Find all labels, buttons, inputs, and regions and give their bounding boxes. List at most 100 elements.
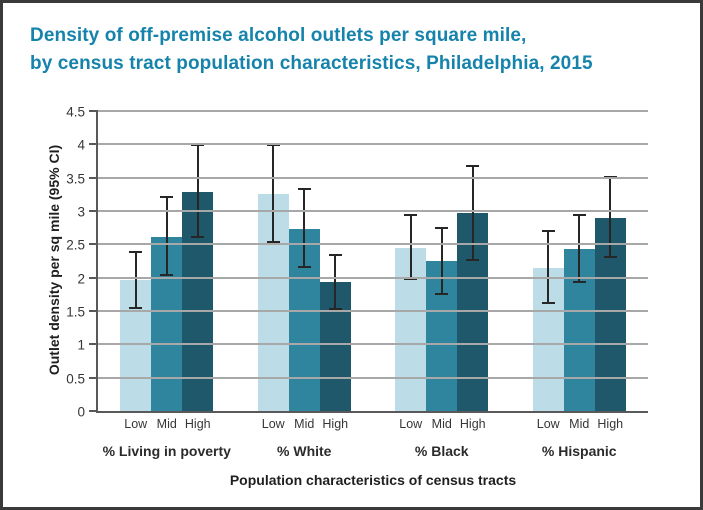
ci-low-living-in-poverty — [129, 251, 143, 309]
ci-stem — [196, 144, 199, 239]
ci-cap-top — [297, 187, 311, 190]
ci-mid-black — [435, 227, 449, 295]
ci-stem — [134, 251, 137, 309]
y-tick-label-3: 3 — [77, 204, 85, 220]
x-tick-label-high-white: High — [322, 417, 349, 431]
gridline-1 — [98, 343, 648, 346]
group-label-living-in-poverty: % Living in poverty — [102, 443, 231, 459]
ci-high-black — [466, 165, 480, 261]
group-label-hispanic: % Hispanic — [541, 443, 617, 459]
y-tick-0.5 — [89, 376, 98, 379]
ci-high-hispanic — [603, 176, 617, 258]
ci-mid-white — [297, 187, 311, 269]
ci-cap-bottom — [572, 281, 586, 283]
ci-stem — [578, 214, 581, 283]
ci-cap-bottom — [541, 302, 555, 305]
y-axis-line — [96, 111, 98, 413]
category-group-black: Low Mid High % Black — [373, 111, 511, 459]
y-tick-0 — [89, 410, 98, 412]
y-tick-1.5 — [89, 310, 98, 312]
x-tick-label-low-white: Low — [261, 417, 285, 431]
ci-cap-bottom — [191, 236, 205, 239]
x-tick-label-low-living-in-poverty: Low — [124, 417, 148, 431]
ci-low-black — [404, 214, 418, 281]
gridline-4.5 — [98, 110, 648, 112]
bar-low-hispanic: Low — [532, 230, 564, 431]
y-tick-label-0.5: 0.5 — [66, 371, 85, 387]
x-tick-label-high-living-in-poverty: High — [184, 417, 211, 431]
chart-title-line-2: by census tract population characteristi… — [30, 53, 593, 74]
group-label-black: % Black — [414, 443, 469, 459]
ci-stem — [440, 227, 443, 295]
x-axis-line — [96, 411, 648, 413]
ci-low-hispanic — [541, 230, 555, 305]
ci-stem — [334, 253, 337, 310]
ci-stem — [547, 230, 550, 305]
ci-stem — [272, 144, 275, 243]
group-label-white: % White — [277, 443, 332, 459]
ci-cap-bottom — [466, 259, 480, 261]
ci-stem — [471, 165, 474, 261]
y-tick-label-4.5: 4.5 — [66, 104, 85, 120]
plot-area: Low Mid High % Living in poverty Low Mid High%… — [66, 105, 649, 459]
ci-cap-bottom — [129, 307, 143, 309]
gridline-3 — [98, 210, 648, 212]
bar-high-living-in-poverty: High — [182, 144, 214, 431]
category-group-white: Low Mid High % White — [236, 111, 374, 459]
ci-stem — [303, 187, 306, 269]
gridline-0.5 — [98, 376, 648, 379]
x-tick-label-low-hispanic: Low — [536, 417, 560, 431]
ci-cap-top — [191, 144, 205, 147]
y-tick-1 — [89, 343, 98, 346]
ci-cap-top — [404, 214, 418, 217]
ci-cap-bottom — [160, 274, 174, 277]
bar-low-living-in-poverty: Low — [120, 251, 152, 431]
bar-mid-white: Mid — [288, 187, 320, 431]
y-tick-2.5 — [89, 243, 98, 246]
ci-cap-bottom — [435, 293, 449, 295]
y-tick-2 — [89, 276, 98, 279]
ci-cap-bottom — [266, 241, 280, 243]
ci-cap-top — [266, 144, 280, 147]
ci-mid-living-in-poverty — [160, 196, 174, 277]
y-tick-label-3.5: 3.5 — [66, 171, 85, 187]
category-group-living-in-poverty: Low Mid High % Living in poverty — [98, 111, 236, 459]
y-tick-label-2.5: 2.5 — [66, 237, 85, 253]
ci-stem — [165, 196, 168, 277]
x-tick-label-mid-living-in-poverty: Mid — [156, 417, 177, 431]
ci-cap-top — [160, 196, 174, 199]
ci-cap-top — [466, 165, 480, 167]
ci-cap-bottom — [404, 278, 418, 281]
chart-title-line-1: Density of off-premise alcohol outlets p… — [30, 25, 527, 46]
ci-mid-hispanic — [572, 214, 586, 283]
gridline-4 — [98, 143, 648, 146]
category-group-hispanic: Low Mid High % Hispanic — [511, 111, 649, 459]
x-tick-label-high-hispanic: High — [597, 417, 624, 431]
y-tick-3.5 — [89, 176, 98, 179]
ci-stem — [409, 214, 412, 281]
bar-mid-hispanic: Mid — [563, 214, 595, 431]
gridline-2.5 — [98, 243, 648, 246]
y-tick-label-1: 1 — [77, 337, 85, 353]
bar-low-white: Low — [257, 144, 289, 431]
ci-cap-top — [572, 214, 586, 217]
gridline-3.5 — [98, 176, 648, 179]
bar-groups: Low Mid High % Living in poverty Low Mid High%… — [98, 111, 649, 459]
x-tick-label-low-black: Low — [399, 417, 423, 431]
ci-high-living-in-poverty — [191, 144, 205, 239]
bar-mid-black: Mid — [426, 227, 458, 431]
gridline-2 — [98, 276, 648, 279]
y-tick-4 — [89, 143, 98, 146]
ci-cap-top — [541, 230, 555, 233]
y-axis-title: Outlet density per sq mile (95% CI) — [46, 144, 62, 376]
ci-stem — [609, 176, 612, 258]
ci-cap-bottom — [328, 307, 342, 310]
y-tick-label-2: 2 — [77, 271, 85, 287]
y-tick-3 — [89, 210, 98, 212]
ci-cap-top — [129, 251, 143, 253]
y-tick-4.5 — [89, 110, 98, 112]
x-axis-title: Population characteristics of census tra… — [229, 472, 517, 488]
x-tick-label-high-black: High — [459, 417, 486, 431]
x-tick-label-mid-hispanic: Mid — [569, 417, 590, 431]
